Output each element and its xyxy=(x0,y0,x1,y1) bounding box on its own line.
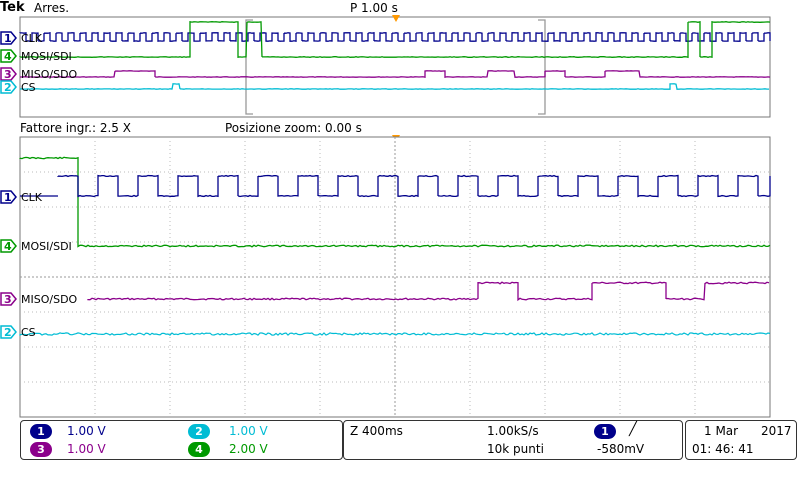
acquisition-status: Arres. xyxy=(34,1,70,15)
zoom-ch4-label: MOSI/SDI xyxy=(21,240,72,253)
trigger-level: -580mV xyxy=(597,442,645,456)
overview-ch3-marker[interactable]: 3 MISO/SDO xyxy=(0,67,78,81)
overview-ch4-number: 4 xyxy=(4,50,12,63)
zoom-ch1-number: 1 xyxy=(4,191,12,204)
overview-miso-trace xyxy=(20,70,771,78)
ch4-badge: 4 xyxy=(188,442,210,457)
zoom-mosi-trace xyxy=(19,156,771,248)
date: 1 Mar xyxy=(704,424,739,438)
top-status-bar: Tek Arres. P 1.00 s xyxy=(0,0,800,16)
overview-ch1-label: CLK xyxy=(21,32,43,45)
zoom-factor: Fattore ingr.: 2.5 X xyxy=(20,121,131,135)
ch1-scale: 1.00 V xyxy=(67,424,106,438)
zoom-info-bar: Fattore ingr.: 2.5 X Posizione zoom: 0.0… xyxy=(20,121,780,135)
rising-edge-icon: ╱ xyxy=(629,422,637,437)
overview-window xyxy=(19,16,771,118)
overview-ch4-label: MOSI/SDI xyxy=(21,50,72,63)
overview-ch2-label: CS xyxy=(21,81,36,94)
brand-logo: Tek xyxy=(0,0,25,15)
overview-clk-trace xyxy=(19,32,771,42)
zoom-ch3-marker[interactable]: 3 MISO/SDO xyxy=(0,292,78,306)
zoom-ch3-label: MISO/SDO xyxy=(21,293,78,306)
zoom-ch4-marker[interactable]: 4 MOSI/SDI xyxy=(0,239,72,253)
zoom-ch4-number: 4 xyxy=(4,240,12,253)
overview-ch1-number: 1 xyxy=(4,32,12,45)
overview-ch2-marker[interactable]: 2 CS xyxy=(0,80,36,94)
oscilloscope-display: 1 CLK 1 CLK 4 MOSI/SDI 4 MOSI/SDI 3 MISO/SDO 3 MISO… xyxy=(0,15,771,418)
zoom-ch1-label: CLK xyxy=(21,191,43,204)
overview-cs-trace xyxy=(19,83,769,90)
overview-mosi-trace xyxy=(19,20,771,59)
ch2-scale: 1.00 V xyxy=(229,424,268,438)
zoom-ch2-label: CS xyxy=(21,326,36,339)
datetime-box: 1 Mar 2017 01: 46: 41 xyxy=(685,420,797,460)
zoom-clk-trace xyxy=(57,174,771,198)
zoom-region-bracket xyxy=(245,19,546,115)
graticule-grid xyxy=(20,137,770,417)
readout-panel: 1 1.00 V 2 1.00 V 3 1.00 V 4 2.00 V Z 40… xyxy=(0,418,800,480)
zoom-timebase: Z 400ms xyxy=(350,424,403,438)
overview-ch3-number: 3 xyxy=(4,68,12,81)
overview-ch2-number: 2 xyxy=(4,81,12,94)
overview-ch4-marker[interactable]: 4 MOSI/SDI xyxy=(0,49,72,63)
ch3-scale: 1.00 V xyxy=(67,442,106,456)
acquisition-trigger-box[interactable]: Z 400ms 1.00kS/s 10k punti 1 ╱ -580mV xyxy=(343,420,683,460)
year: 2017 xyxy=(761,424,792,438)
zoom-miso-trace xyxy=(87,281,770,302)
trigger-position-readout: P 1.00 s xyxy=(350,1,398,15)
overview-ch1-marker[interactable]: 1 CLK xyxy=(0,31,43,45)
overview-ch3-label: MISO/SDO xyxy=(21,68,78,81)
ch3-badge: 3 xyxy=(30,442,52,457)
ch1-badge: 1 xyxy=(30,424,52,439)
sample-rate: 1.00kS/s xyxy=(487,424,539,438)
zoom-ch1-marker[interactable]: 1 CLK xyxy=(0,190,43,204)
zoom-ch2-number: 2 xyxy=(4,326,12,339)
channel-scale-box[interactable]: 1 1.00 V 2 1.00 V 3 1.00 V 4 2.00 V xyxy=(20,420,343,460)
time: 01: 46: 41 xyxy=(692,442,754,456)
traces xyxy=(19,20,771,336)
zoom-position: Posizione zoom: 0.00 s xyxy=(225,121,362,135)
zoom-ch3-number: 3 xyxy=(4,293,12,306)
zoom-cs-trace xyxy=(19,332,771,336)
zoom-ch2-marker[interactable]: 2 CS xyxy=(0,325,36,339)
ch4-scale: 2.00 V xyxy=(229,442,268,456)
trigger-position-marker[interactable] xyxy=(392,15,400,22)
record-length: 10k punti xyxy=(487,442,544,456)
trigger-source-badge: 1 xyxy=(594,424,616,439)
ch2-badge: 2 xyxy=(188,424,210,439)
